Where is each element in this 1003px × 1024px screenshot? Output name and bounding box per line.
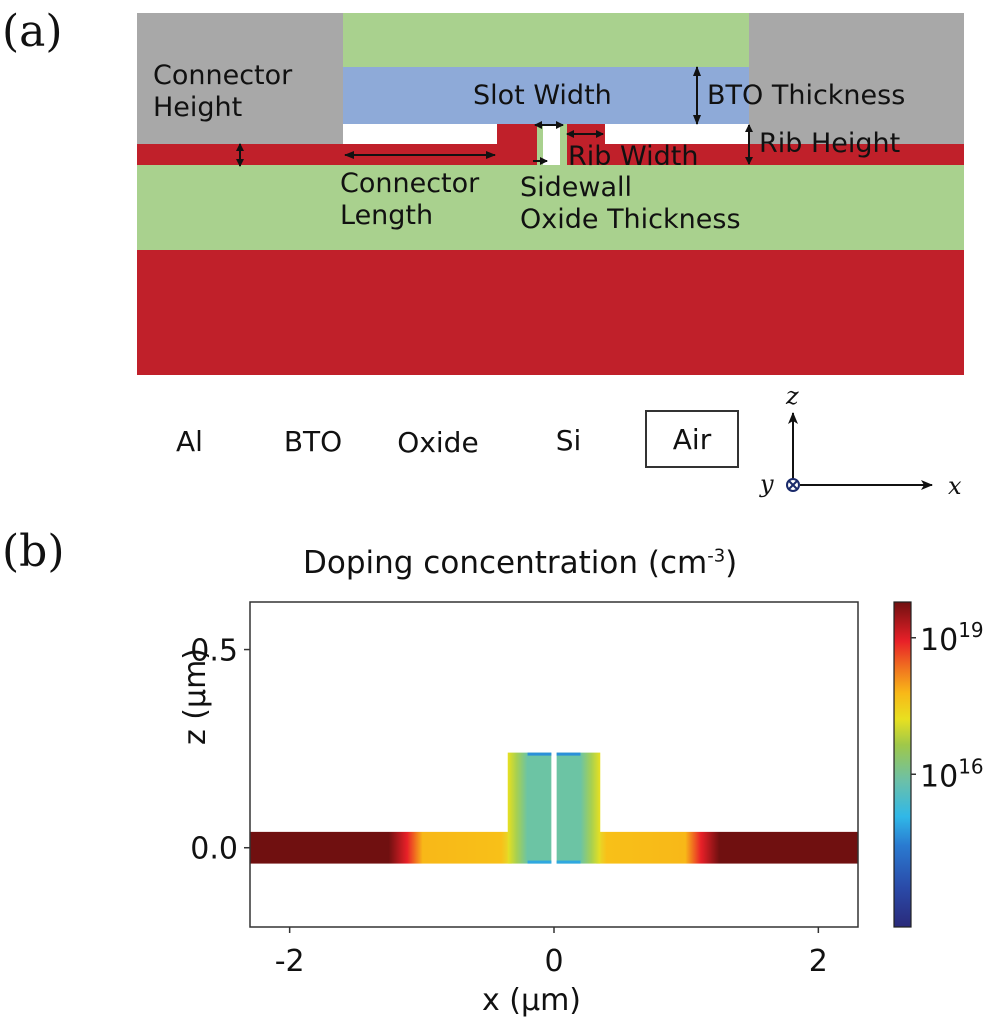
al-right-electrode	[749, 13, 964, 144]
legend-air: Air	[645, 410, 739, 468]
connector-length-line1: Connector	[340, 168, 480, 199]
rib-edge-bottom-1	[556, 860, 581, 864]
sidewall-oxide-left	[537, 124, 543, 165]
slot-air	[543, 124, 560, 165]
colorbar-tick-label-0: 1019	[920, 618, 984, 658]
doping-heatmap: -2 0 2 0.0 0.5 1019 1016	[190, 601, 984, 979]
panel-b-label: (b)	[2, 526, 65, 577]
sidewall-oxide-line2: Oxide Thickness	[520, 204, 741, 236]
bto-layer	[343, 67, 749, 124]
y-tick-label-0: 0.0	[190, 832, 238, 867]
colorbar	[893, 601, 912, 928]
x-tick-label-0: -2	[275, 944, 305, 979]
x-tick-label-1: 0	[544, 944, 563, 979]
legend-al-label: Al	[176, 424, 203, 458]
legend-oxide-label: Oxide	[397, 425, 479, 459]
legend-air-label: Air	[672, 422, 712, 456]
x-axis-label: x	[948, 472, 962, 500]
y-axis-title: z (μm)	[178, 647, 213, 745]
rib-height-label: Rib Height	[759, 128, 901, 159]
legend-bto: BTO	[263, 412, 363, 470]
panel-a-label: (a)	[2, 6, 63, 57]
connector-height-line2: Height	[153, 92, 243, 124]
chart-title-sup: -3	[707, 545, 726, 567]
doping-region-left-rib	[507, 752, 552, 864]
si-substrate	[137, 250, 964, 375]
chart-title-main: Doping concentration (cm	[303, 545, 708, 581]
chart-title-end: )	[725, 545, 738, 581]
connector-length-line2: Length	[340, 200, 434, 232]
connector-length-label: Connector Length	[340, 168, 479, 233]
legend-si: Si	[516, 411, 621, 469]
al-left-electrode	[137, 13, 343, 144]
rib-width-label: Rib Width	[568, 141, 699, 172]
connector-height-line1: Connector	[153, 60, 293, 91]
doping-region-left-slab	[250, 831, 512, 864]
legend-si-label: Si	[555, 423, 582, 457]
y-axis-label: y	[760, 470, 774, 498]
sidewall-oxide-thickness-label: Sidewall Oxide Thickness	[520, 172, 741, 237]
si-rib-left	[497, 124, 537, 165]
connector-height-label: Connector Height	[153, 60, 292, 125]
doping-region-right-rib	[556, 752, 601, 864]
slot-width-label: Slot Width	[473, 80, 612, 111]
bto-thickness-label: BTO Thickness	[707, 80, 906, 111]
top-oxide	[343, 13, 749, 68]
doping-region-right-slab	[596, 831, 858, 864]
legend-al: Al	[138, 412, 241, 470]
buried-oxide	[137, 165, 964, 250]
x-axis-title: x (μm)	[482, 983, 582, 1018]
sidewall-oxide-right	[560, 124, 567, 165]
legend-oxide: Oxide	[386, 413, 490, 471]
rib-edge-top-0	[527, 752, 552, 756]
sidewall-oxide-line1: Sidewall	[520, 172, 633, 203]
y-tick-label-1: 0.5	[190, 634, 238, 669]
x-tick-label-2: 2	[809, 944, 828, 979]
chart-title: Doping concentration (cm-3)	[303, 545, 737, 581]
z-axis-label: z	[786, 382, 799, 410]
rib-edge-top-1	[556, 752, 581, 756]
plot-frame	[249, 601, 859, 928]
coordinate-axes	[786, 412, 933, 492]
rib-edge-bottom-0	[527, 860, 552, 864]
legend-bto-label: BTO	[283, 424, 343, 458]
colorbar-tick-label-1: 1016	[920, 754, 984, 794]
cross-section-diagram	[137, 13, 964, 375]
